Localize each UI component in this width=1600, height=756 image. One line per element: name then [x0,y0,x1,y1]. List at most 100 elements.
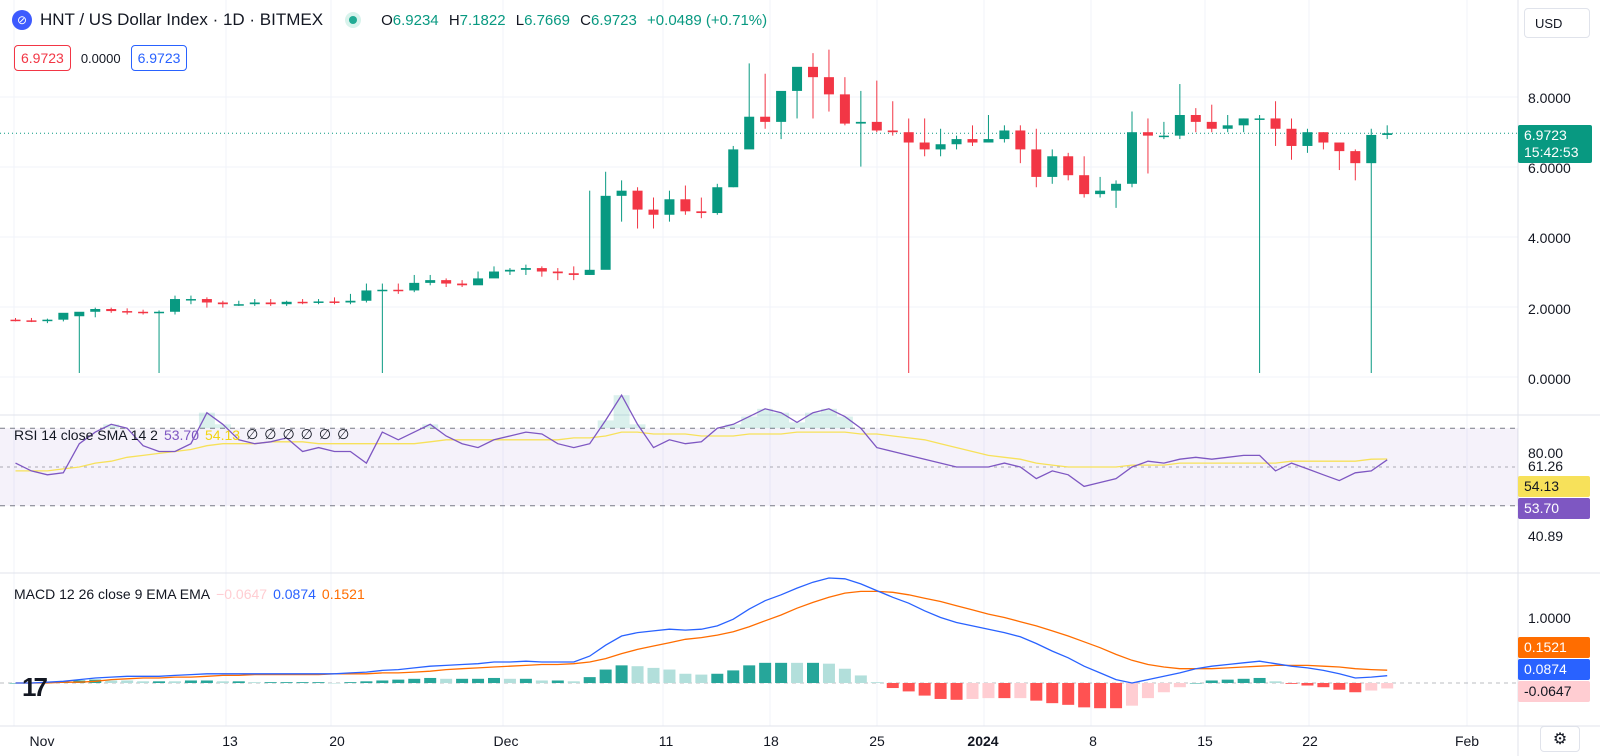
candle [249,302,260,305]
price-tick: 8.0000 [1528,90,1571,106]
macd-hist-bar [121,680,134,683]
macd-hist-bar [200,680,213,683]
rsi-title: RSI 14 close SMA 14 2 [14,426,158,443]
candle [361,290,372,301]
candle [473,278,484,286]
macd-hist-bar [503,678,516,683]
symbol-legend[interactable]: ⊘ HNT / US Dollar Index · 1D · BITMEX O6… [12,10,767,30]
rsi-overbought-fill [214,424,231,429]
macd-hist-bar [1301,683,1314,686]
rsi-overbought-fill [773,412,790,429]
candle [409,282,420,291]
macd-hist-bar [392,679,405,683]
candle [903,132,914,143]
macd-hist-bar [535,680,548,683]
macd-hist-bar [137,681,150,683]
candle [680,199,691,212]
candle [887,130,898,133]
rsi-line [15,393,1388,488]
macd-hist-bar [1141,683,1154,699]
macd-badge: 0.0874 [1518,659,1590,680]
time-axis-label: Dec [494,733,519,749]
macd-hist-bar [934,683,947,699]
candle [664,199,675,215]
macd-hist-bar [886,683,899,689]
rsi-overbought-fill [103,424,120,429]
macd-signal-line [15,590,1388,684]
candle [1063,156,1074,176]
rsi-overbought-fill [198,412,215,429]
macd-hist-bar [807,662,819,683]
macd-signal-value: 0.1521 [321,586,365,602]
candle [712,187,723,214]
macd-hist-bar [982,683,995,699]
macd-hist-bar [998,683,1011,699]
time-axis-label: 13 [222,733,238,749]
candle [425,280,436,283]
candle [90,309,101,312]
candle [377,289,388,292]
tradingview-logo[interactable]: 17 [22,672,48,702]
gear-icon[interactable]: ⚙ [1540,726,1580,752]
candle [568,273,579,275]
macd-value: 0.0874 [273,586,316,602]
candle [616,190,627,196]
macd-hist-bar [838,668,851,683]
macd-hist-bar [232,681,245,683]
rsi-badge: 53.70 [1518,498,1590,519]
sell-price-button[interactable]: 6.9723 [14,45,71,71]
candle [441,280,452,284]
macd-hist-bar [615,665,628,683]
rsi-tick: 80.00 [1528,445,1564,461]
candle [297,301,308,304]
macd-hist-bar [599,669,612,683]
macd-title: MACD 12 26 close 9 EMA EMA [14,586,211,602]
macd-hist-bar [1157,683,1170,693]
macd-hist-bar [408,678,421,683]
macd-hist-badge: -0.0647 [1518,681,1590,702]
candle [58,312,69,320]
candle [1127,132,1137,184]
bid-ask-boxes: 6.9723 0.0000 6.9723 [14,45,188,71]
candle [217,302,228,305]
macd-hist-bar [1110,683,1123,709]
market-status-icon[interactable] [345,12,362,28]
candle [1254,118,1265,120]
candle [265,302,276,305]
symbol-title[interactable]: HNT / US Dollar Index · 1D · BITMEX [40,10,324,29]
macd-signal-badge: 0.1521 [1518,637,1590,658]
macd-legend[interactable]: MACD 12 26 close 9 EMA EMA −0.0647 0.087… [14,586,371,602]
last-price-value: 6.9723 [1524,127,1567,143]
candle [393,289,404,292]
macd-hist-bar [153,681,166,683]
candle [1031,149,1042,177]
rsi-overbought-fill [613,395,630,429]
change-value: +0.0489 (+0.71%) [647,11,768,29]
candle [1206,121,1217,129]
macd-hist-bar [950,683,963,700]
candle [1270,118,1281,129]
candle [1174,115,1185,136]
macd-hist-bar [1317,683,1330,688]
currency-selector[interactable]: USD [1524,8,1590,38]
macd-hist-bar [312,682,325,683]
macd-hist-bar [1365,683,1378,691]
candle [1142,132,1153,136]
candle [600,195,611,270]
candle [345,300,356,303]
time-axis-label: Nov [30,733,55,749]
buy-price-button[interactable]: 6.9723 [130,45,188,71]
rsi-tick: 40.89 [1528,528,1564,544]
candle [1350,151,1361,164]
candle [1302,132,1313,146]
candle [728,149,739,188]
macd-hist-bar [1205,680,1218,683]
macd-hist-bar [328,683,341,684]
candle [1334,142,1345,152]
macd-hist-bar [1030,683,1043,701]
time-axis-label: 8 [1089,733,1097,749]
rsi-ma-value: 54.13 [205,426,241,443]
candle [823,77,834,95]
rsi-legend[interactable]: RSI 14 close SMA 14 2 53.70 54.13 ∅ ∅ ∅ ∅ ∅ ∅ [14,426,350,443]
